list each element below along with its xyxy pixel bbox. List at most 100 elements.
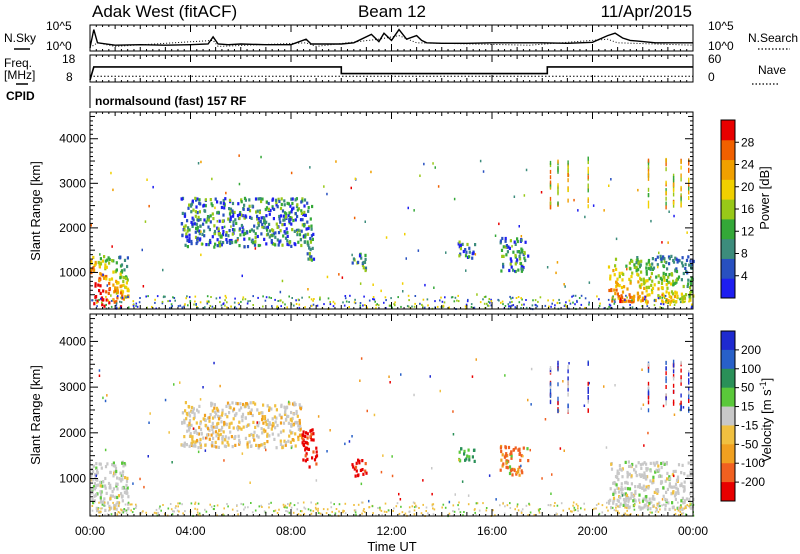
velocity-cell (290, 410, 293, 415)
velocity-noise-cell (633, 503, 636, 506)
power-cell (190, 202, 194, 206)
power-cell (120, 284, 123, 288)
power-cell (110, 277, 114, 281)
velocity-cell (125, 489, 128, 493)
power-cell (113, 300, 116, 304)
power-cell (195, 198, 198, 202)
velocity-cell (499, 446, 502, 450)
velocity-cell (637, 461, 640, 465)
velocity-cell (191, 437, 194, 441)
power-noise-cell (660, 302, 662, 305)
velocity-cell (258, 411, 261, 415)
velocity-noise-cell (283, 506, 285, 508)
velocity-speckle-cell (173, 383, 175, 386)
power-streak-cell (680, 173, 682, 178)
velocity-noise-cell (101, 507, 104, 510)
power-noise-cell (608, 305, 610, 308)
power-noise-cell (664, 294, 667, 297)
velocity-noise-cell (547, 504, 550, 507)
power-cell (229, 207, 233, 211)
velocity-noise-cell (142, 510, 144, 513)
power-cell (620, 285, 624, 290)
power-noise-cell (308, 296, 311, 299)
velocity-cell (683, 480, 686, 484)
velocity-cell (246, 443, 249, 447)
power-cell (501, 236, 504, 241)
power-noise-cell (580, 303, 583, 306)
power-speckle-cell (588, 281, 591, 284)
velocity-cell (202, 417, 205, 421)
power-cell (502, 262, 505, 266)
velocity-cell (522, 446, 525, 450)
velocity-noise-cell (598, 512, 601, 515)
power-cell (205, 243, 208, 247)
velocity-noise-cell (459, 511, 462, 514)
power-noise-cell (226, 301, 228, 304)
velocity-cell (121, 486, 124, 490)
power-cell (462, 249, 465, 254)
power-cell (273, 207, 276, 211)
power-cell (190, 210, 193, 214)
power-noise-cell (364, 304, 366, 306)
power-cell (629, 295, 632, 299)
velocity-cell (662, 486, 665, 490)
velocity-speckle-cell (197, 450, 200, 454)
velocity-streak-cell (688, 380, 690, 385)
power-cell (196, 225, 199, 230)
power-cell (685, 258, 689, 262)
velocity-streak-cell (587, 386, 589, 391)
velocity-noise-cell (682, 512, 685, 515)
power-cell (283, 199, 286, 203)
velocity-cell (643, 473, 646, 477)
velocity-cell (99, 500, 102, 504)
velocity-streak-cell (587, 390, 589, 394)
power-cell (228, 229, 231, 233)
power-speckle-cell (615, 237, 618, 241)
velocity-cell (104, 486, 107, 490)
velocity-streak-cell (672, 369, 675, 374)
power-streak-cell (680, 202, 682, 207)
velocity-noise-cell (118, 501, 121, 504)
velocity-cell (680, 499, 683, 503)
power-cell (209, 214, 212, 218)
power-cell (288, 211, 291, 215)
power-cell (523, 250, 526, 255)
velocity-cell (364, 469, 367, 473)
power-cell (306, 242, 309, 246)
power-speckle-cell (663, 260, 666, 263)
velocity-cell (294, 444, 297, 448)
velocity-cell (305, 446, 309, 450)
velocity-cell (361, 468, 364, 472)
velocity-cell (116, 495, 119, 500)
power-noise-cell (348, 306, 350, 308)
power-noise-cell (188, 296, 191, 299)
colorbar-frame (720, 330, 736, 502)
power-cell (520, 247, 523, 251)
power-cell (181, 211, 184, 215)
power-cell (125, 285, 128, 290)
velocity-noise-cell (502, 502, 504, 505)
power-speckle-cell (482, 170, 485, 173)
power-cell (211, 212, 214, 216)
velocity-speckle-cell (388, 375, 390, 378)
velocity-streak-cell (587, 399, 589, 404)
power-cell (288, 218, 291, 222)
power-cell (227, 234, 230, 238)
power-noise-cell (550, 305, 552, 308)
power-speckle-cell (513, 195, 516, 198)
power-streak-cell (549, 180, 552, 185)
power-noise-cell (135, 305, 137, 307)
power-cell (241, 230, 244, 234)
velocity-cell (261, 411, 264, 415)
velocity-cell (623, 501, 626, 505)
power-cell (194, 196, 197, 200)
velocity-noise-cell (194, 501, 197, 504)
power-noise-cell (548, 305, 550, 308)
power-cell (514, 242, 517, 246)
power-cell (119, 255, 122, 259)
power-cell (640, 282, 643, 287)
velocity-streak-cell (557, 367, 559, 372)
power-noise-cell (207, 300, 210, 303)
power-noise-cell (599, 302, 601, 305)
power-cell (668, 257, 671, 261)
